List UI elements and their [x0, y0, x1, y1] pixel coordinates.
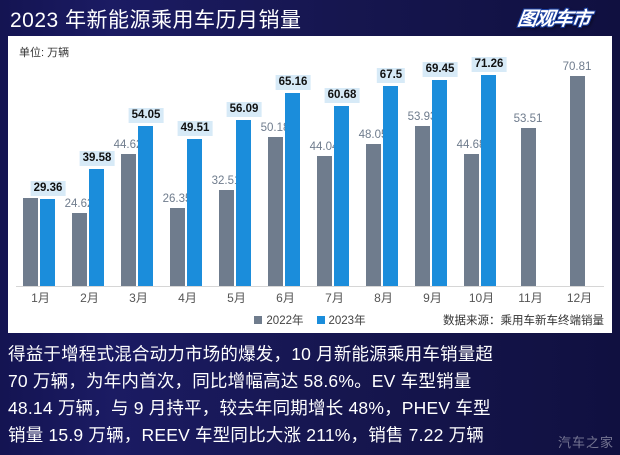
bar-2022	[521, 127, 536, 286]
bar-group: 26.35 49.51	[162, 64, 213, 286]
bar-group: 29.36	[16, 64, 66, 286]
bar-label-2023: 39.58	[79, 150, 115, 166]
bar-2023	[187, 139, 202, 286]
bar-label-2023: 29.36	[30, 181, 66, 197]
brand-logo-text: 图观车市	[516, 8, 592, 30]
footer-line: 得益于增程式混合动力市场的爆发，10 月新能源乘用车销量超	[8, 344, 494, 364]
bar-2022	[72, 213, 87, 286]
x-axis-tick: 2月	[80, 291, 99, 305]
bar-label-2022: 24.62	[64, 198, 94, 211]
bar-group: 50.18 65.16	[260, 64, 311, 286]
footer-commentary: 得益于增程式混合动力市场的爆发，10 月新能源乘用车销量超 70 万辆，为年内首次…	[0, 337, 620, 455]
bar-label-2023: 60.68	[324, 88, 360, 104]
bar-2023	[383, 86, 398, 286]
bar-group: 53.51	[506, 64, 555, 286]
bar-group: 44.62 54.05	[113, 64, 164, 286]
bar-label-2022: 26.35	[162, 193, 192, 206]
bar-label-2022: 32.51	[211, 174, 241, 187]
bar-2023	[334, 106, 349, 286]
bar-group: 24.62 39.58	[64, 64, 115, 286]
bar-2022	[170, 208, 185, 286]
bar-2022	[23, 197, 38, 286]
footer-line: 70 万辆，为年内首次，同比增幅高达 58.6%。EV 车型销量	[8, 371, 472, 391]
brand-logo: 图观车市	[496, 4, 612, 30]
axis-baseline	[16, 286, 604, 287]
x-axis-tick: 7月	[325, 291, 344, 305]
bar-label-2023: 69.45	[422, 62, 458, 78]
page-title: 2023 年新能源乘用车历月销量	[10, 9, 302, 32]
bar-2022	[366, 143, 381, 286]
bar-group: 44.04 60.68	[309, 64, 360, 286]
bar-label-2022: 70.81	[562, 61, 592, 74]
x-axis-tick: 8月	[374, 291, 393, 305]
bar-2022	[317, 155, 332, 286]
bar-plot-area: 29.36 24.62 39.58 44.62 54.05 26.35 49.51 32.51…	[16, 57, 604, 286]
bar-group: 48.05 67.5	[359, 64, 408, 286]
legend-label: 2022年	[266, 315, 304, 327]
bar-2023	[432, 80, 447, 286]
bar-label-2022: 53.51	[513, 112, 543, 125]
bar-label-2022: 44.04	[309, 140, 339, 153]
x-axis-tick: 11月	[518, 291, 543, 305]
x-axis: 1月 2月 3月 4月 5月 6月 7月 8月 9月 10月 11月 12月	[16, 289, 604, 309]
bar-label-2022: 44.62	[113, 138, 143, 151]
bar-2023	[481, 75, 496, 286]
bar-label-2022: 48.05	[358, 128, 388, 141]
bar-2022	[268, 137, 283, 286]
bar-label-2023: 65.16	[275, 75, 311, 91]
bar-label-2023: 49.51	[177, 121, 213, 137]
x-axis-tick: 5月	[227, 291, 246, 305]
bar-2022	[121, 153, 136, 286]
bar-label-2022: 44.68	[456, 138, 486, 151]
bar-group: 44.68 71.26	[456, 57, 507, 286]
bar-group: 32.51 56.09	[211, 64, 262, 286]
unit-label: 单位: 万辆	[19, 47, 70, 59]
footer-line: 销量 15.9 万辆，REEV 车型同比大涨 211%，销售 7.22 万辆	[8, 425, 485, 445]
x-axis-tick: 3月	[129, 291, 148, 305]
bar-2022	[570, 76, 585, 286]
x-axis-tick: 6月	[276, 291, 295, 305]
watermark: 汽车之家	[557, 435, 614, 450]
legend-item-2022年[interactable]: 2022年	[254, 312, 304, 328]
x-axis-tick: 10月	[468, 291, 495, 305]
bar-2022	[415, 126, 430, 286]
legend-item-2023年[interactable]: 2023年	[316, 312, 366, 328]
bar-2023	[285, 93, 300, 286]
bar-label-2022: 50.18	[260, 122, 290, 135]
bar-2023	[138, 126, 153, 286]
chart-legend: 2022年 2023年	[8, 312, 612, 328]
x-axis-tick: 1月	[31, 291, 50, 305]
x-axis-tick: 4月	[178, 291, 197, 305]
bar-2022	[219, 189, 234, 286]
bar-2023	[40, 199, 55, 286]
bar-label-2023: 67.5	[376, 68, 406, 84]
bar-group: 53.93 69.45	[407, 62, 458, 286]
legend-swatch-icon	[316, 316, 325, 324]
bar-group: 70.81	[555, 61, 604, 286]
bar-2023	[89, 168, 104, 286]
bar-label-2023: 54.05	[128, 108, 164, 124]
legend-label: 2023年	[328, 315, 366, 327]
data-source-label: 数据来源：乘用车新车终端销量	[443, 315, 604, 327]
bar-label-2022: 53.93	[407, 111, 437, 124]
x-axis-tick: 9月	[423, 291, 442, 305]
bar-2022	[464, 153, 479, 286]
bar-2023	[236, 119, 251, 286]
chart-panel: 单位: 万辆 29.36 24.62 39.58 44.62 54.05 26.35 49.…	[8, 36, 612, 333]
page-header: 2023 年新能源乘用车历月销量 图观车市	[0, 0, 620, 36]
bar-label-2023: 71.26	[471, 57, 507, 73]
bar-label-2023: 56.09	[226, 101, 262, 117]
x-axis-tick: 12月	[566, 291, 593, 305]
footer-line: 48.14 万辆，与 9 月持平，较去年同期增长 48%，PHEV 车型	[8, 398, 491, 418]
legend-swatch-icon	[254, 316, 263, 324]
